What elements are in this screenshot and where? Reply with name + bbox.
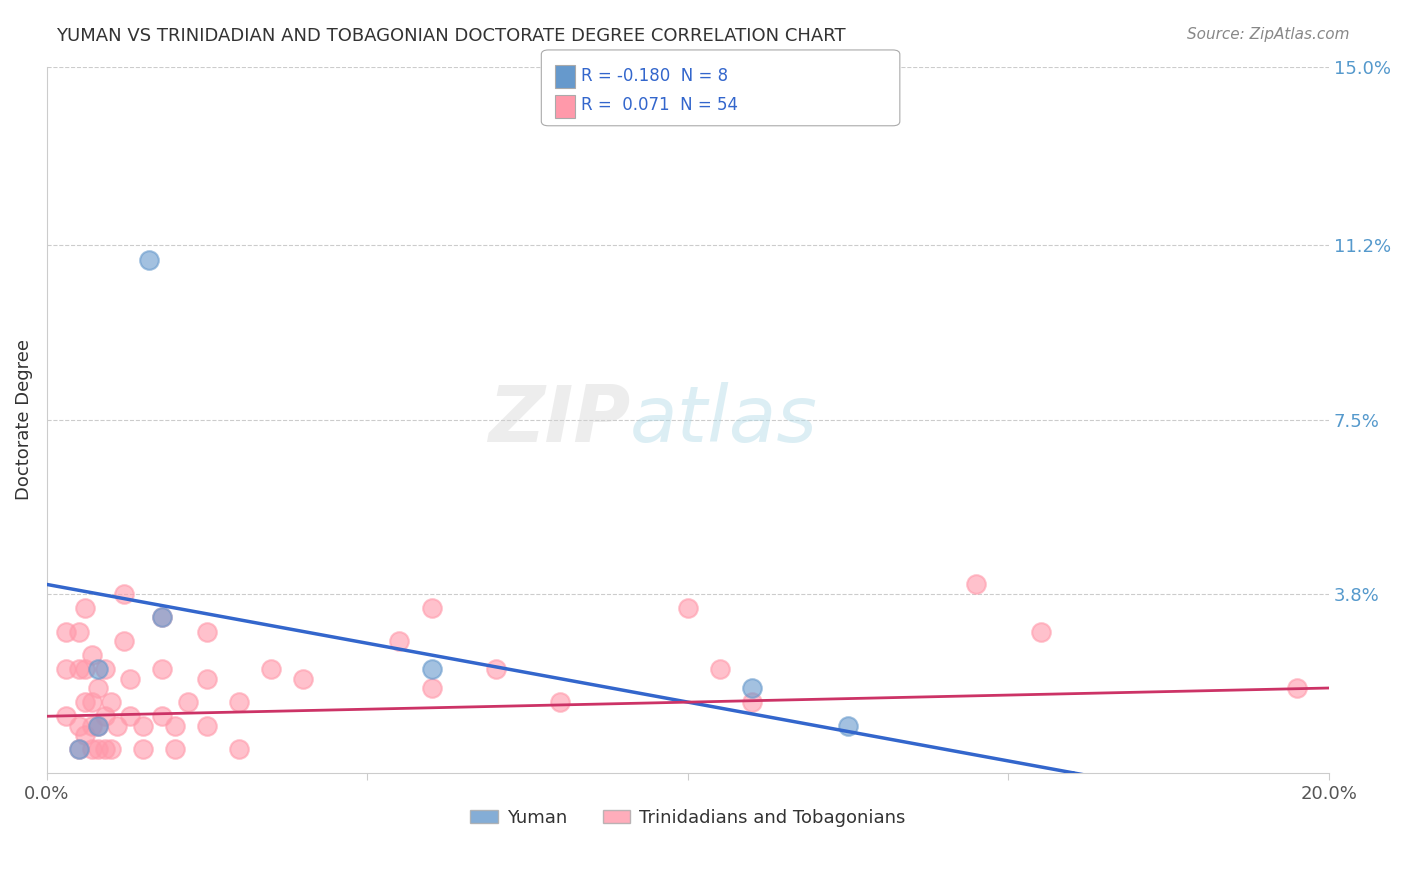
Point <box>112 634 135 648</box>
Point <box>112 587 135 601</box>
Text: R =  0.071  N = 54: R = 0.071 N = 54 <box>581 96 738 114</box>
Point <box>80 742 103 756</box>
Point <box>195 624 218 639</box>
Point <box>709 662 731 676</box>
Point <box>67 662 90 676</box>
Point <box>150 709 173 723</box>
Point <box>741 681 763 695</box>
Point <box>75 728 97 742</box>
Point <box>741 695 763 709</box>
Point <box>120 709 142 723</box>
Point <box>67 742 90 756</box>
Point <box>195 719 218 733</box>
Point <box>87 662 110 676</box>
Point <box>100 695 122 709</box>
Point <box>67 624 90 639</box>
Text: atlas: atlas <box>630 382 818 458</box>
Point <box>120 672 142 686</box>
Point <box>55 662 77 676</box>
Point <box>100 742 122 756</box>
Point <box>165 719 187 733</box>
Point <box>195 672 218 686</box>
Point <box>132 742 155 756</box>
Point <box>80 695 103 709</box>
Point <box>165 742 187 756</box>
Point <box>260 662 283 676</box>
Point <box>87 742 110 756</box>
Point <box>485 662 508 676</box>
Point <box>80 719 103 733</box>
Point <box>1285 681 1308 695</box>
Point <box>75 601 97 615</box>
Y-axis label: Doctorate Degree: Doctorate Degree <box>15 339 32 500</box>
Point <box>75 662 97 676</box>
Point <box>55 709 77 723</box>
Point <box>80 648 103 662</box>
Point <box>420 681 443 695</box>
Point <box>676 601 699 615</box>
Point <box>228 695 250 709</box>
Point <box>55 624 77 639</box>
Point <box>107 719 129 733</box>
Point <box>132 719 155 733</box>
Point <box>965 577 987 591</box>
Point <box>1029 624 1052 639</box>
Text: R = -0.180  N = 8: R = -0.180 N = 8 <box>581 67 728 85</box>
Point <box>388 634 411 648</box>
Point <box>93 662 115 676</box>
Point <box>87 719 110 733</box>
Point <box>548 695 571 709</box>
Point <box>93 709 115 723</box>
Text: YUMAN VS TRINIDADIAN AND TOBAGONIAN DOCTORATE DEGREE CORRELATION CHART: YUMAN VS TRINIDADIAN AND TOBAGONIAN DOCT… <box>56 27 846 45</box>
Point <box>420 601 443 615</box>
Point <box>150 610 173 624</box>
Point <box>67 742 90 756</box>
Text: Source: ZipAtlas.com: Source: ZipAtlas.com <box>1187 27 1350 42</box>
Point <box>177 695 200 709</box>
Point <box>138 252 160 267</box>
Point <box>150 662 173 676</box>
Point <box>292 672 315 686</box>
Point <box>228 742 250 756</box>
Point <box>75 695 97 709</box>
Point <box>837 719 859 733</box>
Point <box>93 742 115 756</box>
Point <box>420 662 443 676</box>
Point <box>87 719 110 733</box>
Point <box>150 610 173 624</box>
Point <box>87 681 110 695</box>
Point <box>67 719 90 733</box>
Text: ZIP: ZIP <box>488 382 630 458</box>
Legend: Yuman, Trinidadians and Tobagonians: Yuman, Trinidadians and Tobagonians <box>463 802 912 834</box>
